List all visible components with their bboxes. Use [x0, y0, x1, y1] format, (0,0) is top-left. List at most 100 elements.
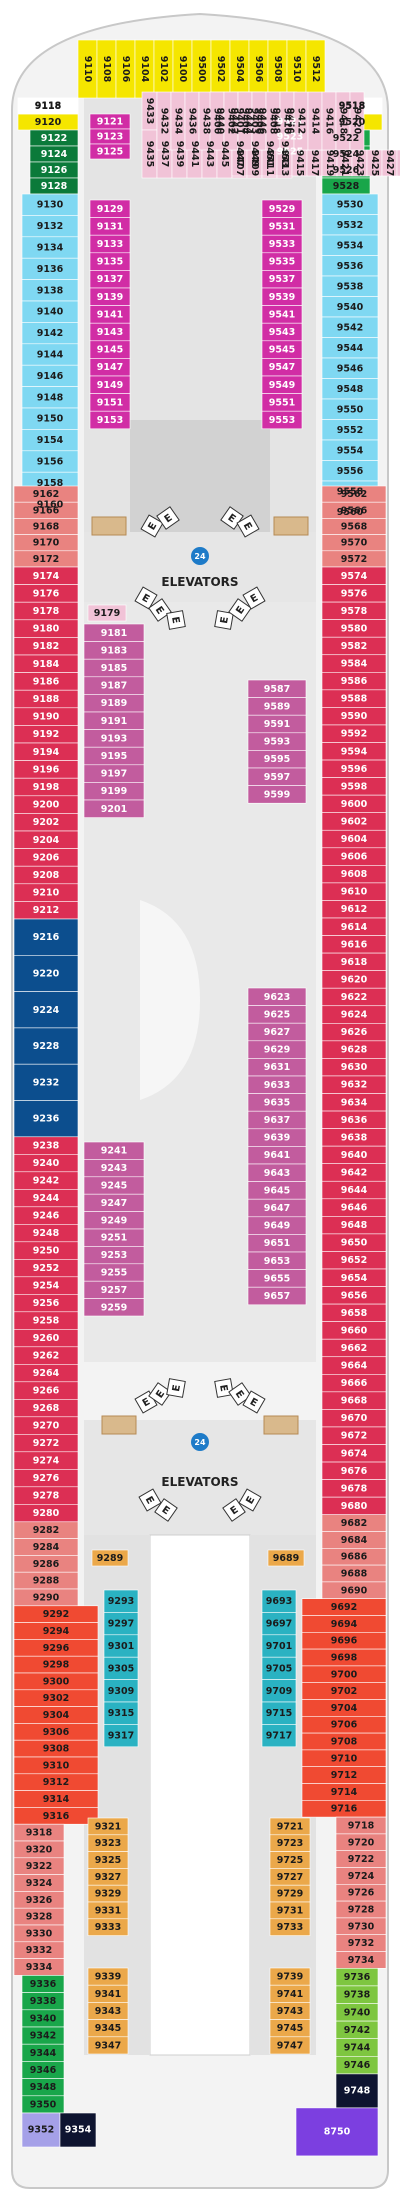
- cabin-stbd-inner-9553[interactable]: [261, 410, 303, 430]
- cabin-label-9641: 9641: [264, 1150, 290, 1161]
- cabin-label-9317: 9317: [108, 1731, 134, 1742]
- cabin-port-9232[interactable]: [13, 1063, 79, 1101]
- cabin-label-9413: 9413: [279, 150, 290, 176]
- cabin-label-9266: 9266: [33, 1386, 60, 1397]
- cabin-forward-port-9118[interactable]: [17, 97, 79, 115]
- elevator-door-icon-12: E: [148, 1382, 172, 1406]
- cabin-port-inner-9201[interactable]: [83, 799, 145, 818]
- cabin-label-9526: 9526: [333, 165, 360, 176]
- cabin-port-inner-9347[interactable]: [87, 2036, 129, 2055]
- cabin-label-9709: 9709: [266, 1686, 292, 1697]
- cabin-label-9172: 9172: [33, 554, 59, 565]
- cabin-port-inner-9179[interactable]: [87, 604, 127, 622]
- cabin-label-9733: 9733: [277, 1922, 303, 1933]
- cabin-label-9521: 9521: [277, 117, 303, 128]
- cabin-label-9153: 9153: [97, 415, 123, 426]
- cabin-port-inner-9153[interactable]: [89, 410, 131, 430]
- cabin-label-9331: 9331: [95, 1905, 121, 1916]
- stairs-forward-port: [91, 516, 127, 536]
- cabin-label-9137: 9137: [97, 274, 123, 285]
- cabin-label-9190: 9190: [33, 712, 60, 723]
- cabin-label-9210: 9210: [33, 888, 60, 899]
- cabin-port-inner-9259[interactable]: [83, 1298, 145, 1317]
- cabin-label-9264: 9264: [33, 1368, 60, 1379]
- stairs-aft-port: [101, 1415, 137, 1435]
- cabin-label-9612: 9612: [341, 904, 367, 915]
- cabin-label-9417: 9417: [309, 150, 320, 176]
- cabin-label-9647: 9647: [264, 1203, 290, 1214]
- cabin-stbd-inner-9717[interactable]: [261, 1724, 297, 1748]
- info-badge-lower-text: 24: [194, 1438, 206, 1447]
- cabin-port-inner-9317[interactable]: [103, 1724, 139, 1748]
- cabin-stbd-inner-9420[interactable]: [349, 91, 365, 151]
- cabin-label-9254: 9254: [33, 1281, 60, 1292]
- cabin-label-9593: 9593: [264, 737, 290, 748]
- cabin-label-9642: 9642: [341, 1167, 367, 1178]
- cabin-label-9560: 9560: [337, 507, 364, 518]
- cabin-label-9181: 9181: [101, 628, 127, 639]
- cabin-label-9545: 9545: [269, 345, 295, 356]
- cabin-label-9686: 9686: [341, 1552, 368, 1563]
- elevator-door-icon-1: E: [140, 514, 164, 538]
- cabin-label-9308: 9308: [43, 1744, 70, 1755]
- cabin-port-9216[interactable]: [13, 918, 79, 956]
- cabin-stbd-inner-9599[interactable]: [247, 785, 307, 804]
- elevator-door-icon-7: E: [166, 610, 186, 630]
- cabin-port-inner-9333[interactable]: [87, 1918, 129, 1936]
- cabin-label-9189: 9189: [101, 698, 127, 709]
- cabin-stbd-8750[interactable]: [295, 2107, 379, 2157]
- cabin-label-9302: 9302: [43, 1693, 69, 1704]
- cabin-label-9401: 9401: [234, 108, 245, 134]
- cabin-label-9448: 9448: [271, 108, 282, 135]
- cabin-label-9168: 9168: [33, 522, 60, 533]
- cabin-stbd-inner-9747[interactable]: [269, 2036, 311, 2055]
- svg-text:E: E: [249, 592, 261, 605]
- cabin-label-9202: 9202: [33, 817, 59, 828]
- cabin-label-9586: 9586: [341, 676, 368, 687]
- cabin-label-9404: 9404: [240, 108, 251, 135]
- cabin-label-9133: 9133: [97, 239, 123, 250]
- cabin-port-9352[interactable]: [21, 2112, 61, 2148]
- elevator-door-icon-16: E: [242, 1390, 266, 1414]
- cabin-port-9354[interactable]: [59, 2112, 97, 2148]
- cabin-label-9636: 9636: [341, 1115, 368, 1126]
- svg-text:E: E: [171, 1384, 183, 1393]
- cabin-port-9228[interactable]: [13, 1027, 79, 1065]
- cabin-port-inner-9289[interactable]: [91, 1549, 129, 1567]
- cabin-stbd-inner-9689[interactable]: [267, 1549, 305, 1567]
- cabin-label-9334: 9334: [26, 1962, 53, 1973]
- cabin-label-9253: 9253: [101, 1250, 127, 1261]
- cabin-label-9199: 9199: [101, 786, 127, 797]
- cabin-label-9298: 9298: [43, 1660, 70, 1671]
- svg-text:E: E: [219, 616, 231, 625]
- cabin-label-9123: 9123: [97, 132, 123, 143]
- cabin-label-9608: 9608: [341, 869, 368, 880]
- cabin-port-inner-9125[interactable]: [89, 143, 131, 160]
- cabin-label-9315: 9315: [108, 1708, 134, 1719]
- cabin-label-9700: 9700: [331, 1669, 358, 1680]
- cabin-stbd-inner-9657[interactable]: [247, 1286, 307, 1306]
- cabin-label-9268: 9268: [33, 1403, 60, 1414]
- cabin-label-9436: 9436: [187, 108, 198, 135]
- cabin-label-9717: 9717: [266, 1731, 292, 1742]
- cabin-label-9224: 9224: [33, 1005, 60, 1016]
- cabin-label-9728: 9728: [348, 1905, 375, 1916]
- cabin-label-9139: 9139: [97, 292, 123, 303]
- cabin-label-9255: 9255: [101, 1268, 127, 1279]
- cabin-port-9224[interactable]: [13, 991, 79, 1029]
- cabin-label-9451: 9451: [264, 141, 275, 167]
- cabin-label-9696: 9696: [331, 1636, 358, 1647]
- cabin-label-9432: 9432: [159, 108, 170, 134]
- cabin-label-9314: 9314: [43, 1794, 70, 1805]
- cabin-stbd-9748[interactable]: [335, 2073, 379, 2109]
- cabin-stbd-inner-9429[interactable]: [396, 149, 400, 177]
- cabin-label-9411: 9411: [264, 150, 275, 176]
- cabin-label-9664: 9664: [341, 1361, 368, 1372]
- cabin-stbd-inner-9733[interactable]: [269, 1918, 311, 1936]
- cabin-label-9348: 9348: [30, 2082, 57, 2093]
- cabin-label-9622: 9622: [341, 992, 367, 1003]
- cabin-label-9427: 9427: [384, 150, 395, 176]
- cabin-label-9738: 9738: [344, 1990, 371, 2001]
- cabin-label-9122: 9122: [41, 133, 67, 144]
- cabin-label-9660: 9660: [341, 1325, 368, 1336]
